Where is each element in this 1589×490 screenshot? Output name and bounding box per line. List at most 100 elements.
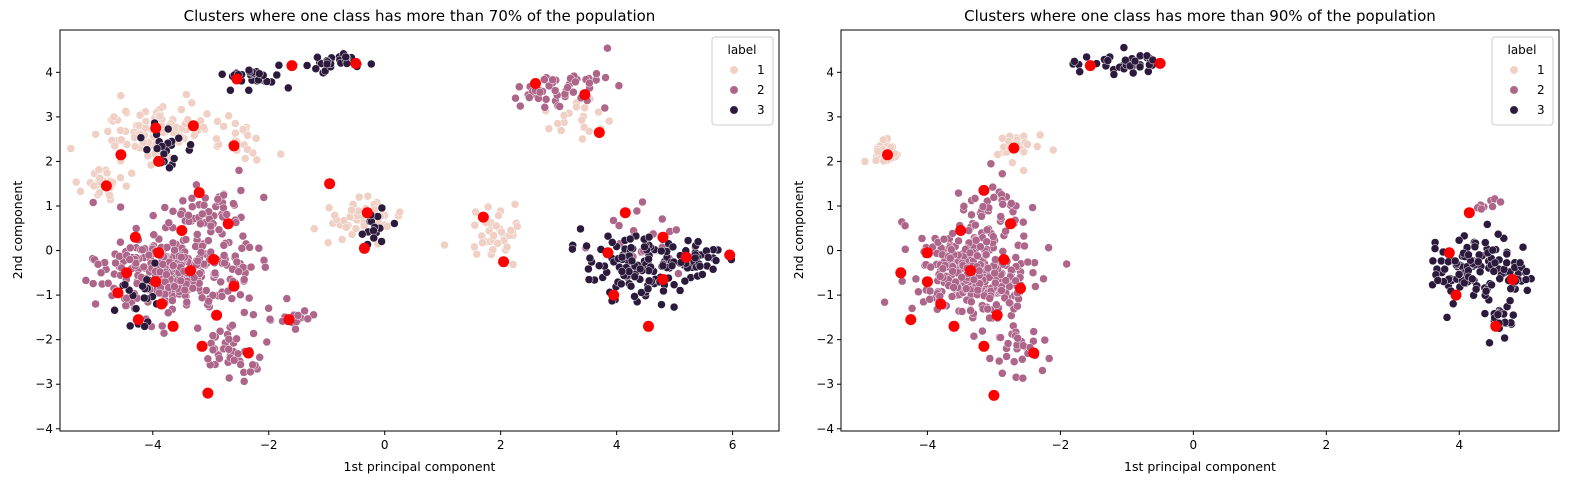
centroid-marker [998, 254, 1010, 265]
data-point-label-2 [511, 93, 520, 103]
data-point-label-2 [232, 257, 242, 267]
centroid-marker [1015, 282, 1026, 294]
data-point-label-2 [917, 234, 927, 243]
data-point-label-2 [550, 86, 560, 95]
x-tick-label-right: 0 [1190, 438, 1198, 452]
data-point-label-2 [204, 297, 213, 306]
data-point-label-3 [1495, 274, 1504, 283]
centroid-marker [955, 225, 967, 236]
data-point-label-2 [236, 290, 245, 300]
x-axis-label-left: 1st principal component [344, 459, 496, 474]
data-point-label-2 [985, 294, 994, 303]
data-point-label-1 [483, 202, 493, 212]
data-point-label-1 [134, 121, 144, 130]
data-point-label-3 [1493, 310, 1503, 319]
data-point-label-2 [977, 212, 986, 221]
data-point-label-2 [103, 279, 113, 288]
data-point-label-2 [585, 78, 594, 88]
data-point-label-3 [174, 133, 183, 143]
data-point-label-2 [138, 245, 147, 255]
data-point-label-2 [1020, 241, 1029, 251]
data-point-label-3 [703, 253, 713, 262]
centroid-marker [150, 122, 162, 134]
data-point-label-2 [184, 211, 193, 220]
data-point-label-2 [1023, 257, 1033, 267]
data-point-label-2 [262, 337, 272, 347]
data-point-label-1 [91, 130, 100, 139]
data-point-label-2 [555, 102, 564, 111]
data-point-label-1 [1023, 140, 1032, 149]
data-point-label-3 [311, 64, 321, 73]
data-point-label-3 [142, 145, 152, 154]
centroid-marker [121, 267, 133, 279]
data-point-label-1 [347, 205, 356, 215]
data-point-label-2 [197, 293, 207, 303]
centroid-marker [286, 60, 298, 72]
y-tick-label-left: −1 [35, 288, 53, 302]
data-point-label-3 [377, 203, 387, 213]
data-point-label-3 [302, 61, 312, 70]
x-tick-label-right: −2 [1052, 438, 1070, 452]
y-tick-label-left: 3 [45, 110, 53, 124]
data-point-label-2 [978, 202, 988, 211]
ticks-left: −4 −2 0 2 4 6 −4 −3 −2 −1 0 1 2 3 4 [35, 65, 736, 452]
data-point-label-2 [982, 225, 992, 235]
data-point-label-3 [1135, 62, 1145, 72]
data-point-label-3 [1509, 310, 1518, 320]
centroid-marker [228, 140, 240, 152]
data-point-label-2 [158, 260, 168, 269]
data-point-label-1 [324, 203, 334, 213]
data-point-label-3 [644, 254, 653, 264]
data-point-label-2 [603, 43, 612, 53]
y-tick-label-left: 4 [45, 65, 53, 79]
data-point-label-1 [116, 126, 125, 135]
data-point-label-3 [1490, 258, 1500, 268]
data-point-label-3 [669, 280, 679, 289]
centroid-marker [156, 298, 167, 310]
data-point-label-2 [985, 354, 995, 363]
centroid-marker [208, 254, 220, 265]
data-point-label-3 [262, 77, 272, 86]
centroid-marker [895, 267, 907, 279]
data-point-label-2 [219, 241, 229, 250]
data-point-label-3 [708, 265, 718, 274]
data-point-label-2 [203, 354, 213, 364]
data-point-label-1 [513, 222, 522, 231]
centroid-marker [1008, 142, 1020, 154]
data-point-label-3 [390, 219, 399, 228]
data-point-label-2 [1005, 298, 1014, 308]
data-point-label-2 [168, 207, 178, 216]
data-point-label-1 [1035, 130, 1045, 140]
data-point-label-2 [162, 270, 171, 279]
data-point-label-3 [217, 70, 227, 79]
data-point-label-3 [630, 272, 640, 281]
legend-box-right [1491, 36, 1554, 126]
x-tick-label-left: 6 [729, 438, 737, 452]
data-point-label-2 [939, 234, 949, 244]
data-point-label-2 [571, 77, 580, 87]
centroid-marker [530, 78, 541, 89]
centroid-marker [242, 347, 254, 359]
data-point-label-2 [989, 193, 999, 202]
data-point-label-2 [236, 360, 245, 369]
data-point-label-1 [127, 168, 136, 178]
x-tick-label-right: 4 [1455, 438, 1463, 452]
data-point-label-2 [93, 260, 103, 269]
data-point-label-3 [657, 300, 666, 309]
data-point-label-2 [116, 237, 125, 247]
data-point-label-2 [540, 75, 549, 84]
data-point-label-2 [996, 333, 1005, 342]
data-point-label-1 [510, 200, 520, 209]
chart-right: Clusters where one class has more than 9… [791, 7, 1560, 474]
centroid-marker [222, 218, 234, 230]
data-point-label-3 [165, 163, 174, 173]
y-tick-label-right: −3 [816, 377, 834, 391]
data-point-label-2 [975, 266, 984, 276]
data-point-label-3 [1522, 267, 1531, 276]
data-point-label-2 [998, 169, 1007, 179]
data-point-label-3 [1481, 286, 1491, 296]
data-point-label-1 [95, 188, 104, 197]
data-point-label-2 [198, 209, 207, 219]
data-point-label-2 [239, 275, 249, 284]
data-point-label-2 [998, 200, 1007, 209]
